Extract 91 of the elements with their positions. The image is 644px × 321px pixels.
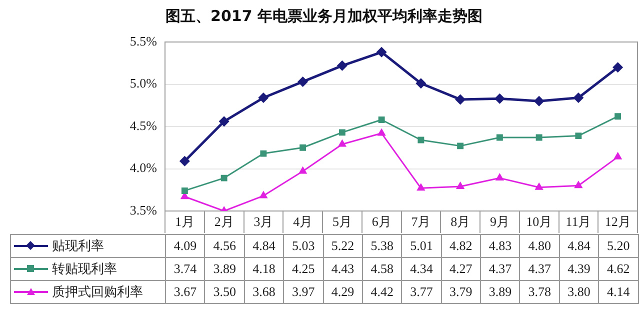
point xyxy=(496,174,504,181)
data-label: 4.34 xyxy=(402,258,442,280)
point xyxy=(337,60,347,70)
data-label: 5.03 xyxy=(284,234,323,258)
point xyxy=(614,152,622,160)
legend-label: 贴现利率 xyxy=(10,234,166,258)
data-label: 4.43 xyxy=(323,258,362,280)
x-tick-label: 7月 xyxy=(411,214,431,230)
point xyxy=(574,93,584,103)
point xyxy=(338,140,346,147)
data-label: 4.56 xyxy=(204,234,244,258)
point xyxy=(535,183,543,190)
data-label: 3.89 xyxy=(204,258,244,280)
data-label: 3.80 xyxy=(559,280,599,304)
point xyxy=(456,94,466,104)
data-label: 4.58 xyxy=(362,258,402,280)
data-label: 4.37 xyxy=(520,258,560,280)
data-label: 4.14 xyxy=(598,280,638,304)
data-label: 4.84 xyxy=(559,234,599,258)
data-label: 4.27 xyxy=(441,258,480,280)
point xyxy=(418,136,424,144)
y-tick-label: 5.5% xyxy=(130,33,158,48)
point xyxy=(219,116,229,126)
point xyxy=(378,116,385,123)
legend-label: 转贴现利率 xyxy=(10,258,166,280)
point xyxy=(378,129,386,136)
data-label: 4.82 xyxy=(441,234,480,258)
data-label: 3.50 xyxy=(204,280,244,304)
data-label: 3.97 xyxy=(284,280,323,304)
data-label: 4.39 xyxy=(559,258,599,280)
point xyxy=(299,167,307,174)
point xyxy=(614,113,622,120)
legend-label: 质押式回购利率 xyxy=(10,280,166,304)
x-tick-label: 1月 xyxy=(174,214,194,230)
point xyxy=(260,192,268,198)
point xyxy=(260,150,267,157)
data-label: 5.20 xyxy=(598,234,638,258)
data-label: 3.89 xyxy=(480,280,520,304)
y-tick-label: 5.0% xyxy=(130,76,158,91)
y-tick-label: 4.5% xyxy=(130,118,158,133)
data-label: 4.29 xyxy=(323,280,362,304)
data-label: 5.01 xyxy=(402,234,442,258)
data-label: 4.09 xyxy=(166,234,205,258)
data-label: 4.83 xyxy=(480,234,520,258)
x-tick-label: 5月 xyxy=(332,214,352,230)
point xyxy=(300,144,306,151)
data-label: 4.42 xyxy=(362,280,402,304)
point xyxy=(220,174,228,182)
point xyxy=(457,142,464,150)
point xyxy=(536,134,542,141)
x-tick-label: 11月 xyxy=(566,214,592,230)
x-tick-label: 6月 xyxy=(372,214,392,230)
point xyxy=(338,129,346,136)
data-label: 3.79 xyxy=(441,280,480,304)
data-label: 5.22 xyxy=(323,234,362,258)
point xyxy=(298,76,308,86)
point xyxy=(258,93,268,103)
point xyxy=(456,182,464,189)
x-tick-label: 9月 xyxy=(490,214,510,230)
data-label: 3.78 xyxy=(520,280,560,304)
data-label: 4.84 xyxy=(244,234,284,258)
point xyxy=(417,184,425,191)
x-tick-label: 8月 xyxy=(450,214,470,230)
x-tick-label: 2月 xyxy=(214,214,234,230)
x-tick-label: 4月 xyxy=(293,214,313,230)
point xyxy=(534,96,544,106)
chart-title: 图五、2017 年电票业务月加权平均利率走势图 xyxy=(166,6,482,25)
point xyxy=(575,132,582,140)
y-tick-label: 4.0% xyxy=(130,160,158,176)
point xyxy=(376,47,386,57)
data-label: 3.77 xyxy=(402,280,442,304)
x-tick-label: 10月 xyxy=(526,214,552,230)
point xyxy=(180,156,190,166)
data-label: 4.37 xyxy=(480,258,520,280)
point xyxy=(574,181,582,188)
point xyxy=(181,187,188,194)
point xyxy=(494,94,504,104)
point xyxy=(416,78,426,88)
y-tick-label: 3.5% xyxy=(130,202,158,218)
point xyxy=(613,62,623,72)
data-label: 4.62 xyxy=(598,258,638,280)
data-label: 4.25 xyxy=(284,258,323,280)
x-tick-label: 12月 xyxy=(604,214,631,230)
data-label: 3.68 xyxy=(244,280,284,304)
data-label: 4.18 xyxy=(244,258,284,280)
data-label: 5.38 xyxy=(362,234,402,258)
x-tick-label: 3月 xyxy=(254,214,274,230)
data-label: 4.80 xyxy=(520,234,560,258)
data-label: 3.74 xyxy=(166,258,205,280)
point xyxy=(496,134,503,141)
data-label: 3.67 xyxy=(166,280,205,304)
